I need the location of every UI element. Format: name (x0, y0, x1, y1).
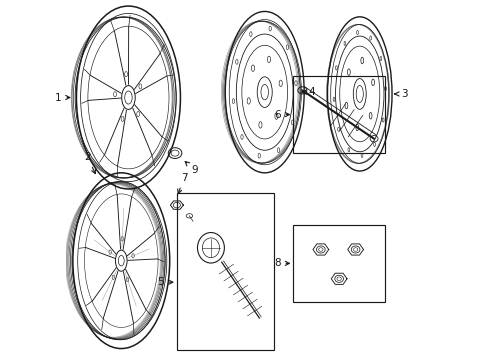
Text: 3: 3 (395, 89, 408, 99)
Text: 4: 4 (302, 87, 316, 97)
Text: 8: 8 (274, 258, 290, 268)
Text: 7: 7 (178, 173, 187, 194)
Text: 5: 5 (157, 277, 173, 287)
Text: 1: 1 (55, 93, 70, 103)
Bar (294, 225, 385, 302)
Text: 6: 6 (274, 109, 290, 120)
Text: 2: 2 (84, 152, 96, 174)
Text: 9: 9 (185, 162, 198, 175)
Bar (177, 193, 274, 350)
Bar (294, 76, 385, 153)
